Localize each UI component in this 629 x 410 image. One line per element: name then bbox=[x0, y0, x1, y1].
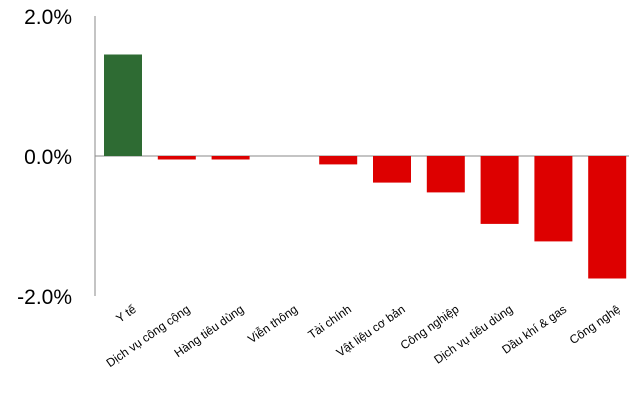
category-label: Viễn thông bbox=[245, 301, 300, 346]
bar bbox=[534, 156, 573, 242]
bar bbox=[211, 156, 250, 160]
bar bbox=[588, 156, 627, 279]
bar bbox=[157, 156, 196, 160]
bar bbox=[426, 156, 465, 193]
category-label: Tài chính bbox=[305, 302, 353, 342]
y-tick-label: -2.0% bbox=[17, 286, 72, 309]
y-tick-labels: 2.0% 0.0% -2.0% bbox=[17, 6, 72, 309]
y-tick-label: 0.0% bbox=[24, 146, 72, 169]
bar bbox=[265, 156, 303, 158]
y-tick-label: 2.0% bbox=[24, 6, 72, 29]
bars-group bbox=[104, 54, 627, 279]
bar bbox=[480, 156, 519, 224]
bar bbox=[373, 156, 411, 183]
category-label: Y tế bbox=[113, 302, 139, 326]
bar bbox=[319, 156, 358, 165]
bar bbox=[104, 54, 142, 156]
category-label: Công nghệ bbox=[567, 302, 623, 347]
